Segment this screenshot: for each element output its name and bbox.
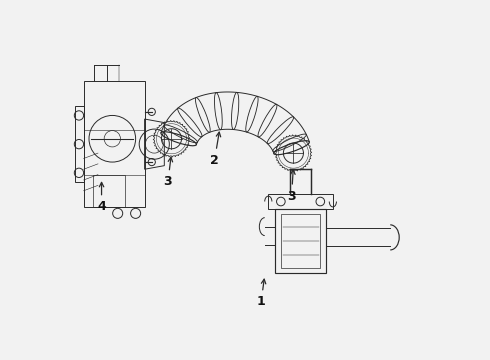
Bar [275,209,326,273]
Text: 3: 3 [287,170,296,203]
Text: 4: 4 [97,183,106,213]
Text: 2: 2 [210,132,221,167]
Text: 3: 3 [164,157,172,188]
Bar [269,194,333,209]
Bar [74,107,84,182]
Bar [281,214,320,268]
Text: 1: 1 [257,279,266,309]
Bar [93,175,125,207]
